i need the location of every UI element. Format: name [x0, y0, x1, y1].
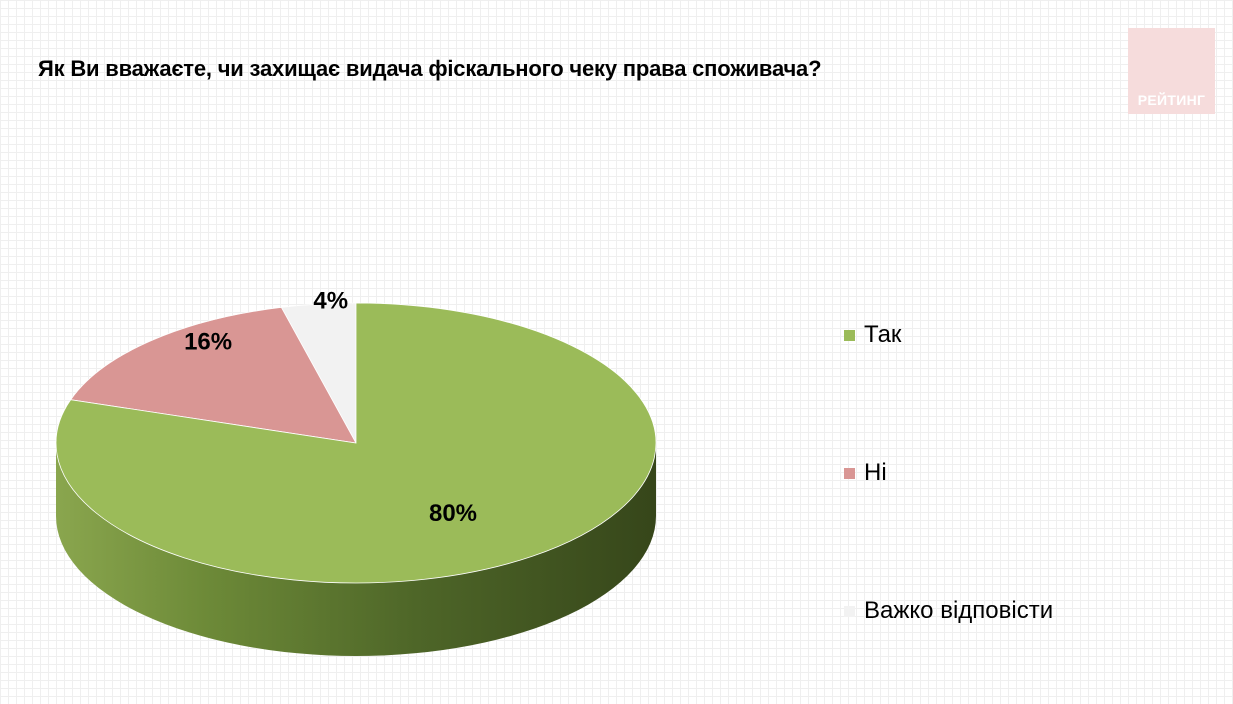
data-label-0: 80% — [429, 500, 477, 527]
pie-sides — [56, 443, 656, 656]
logo-text: РЕЙТИНГ — [1137, 92, 1206, 108]
pie-slice-0 — [55, 302, 657, 584]
legend-item-0: Так — [844, 321, 901, 349]
legend-swatch-1 — [844, 467, 855, 479]
legend-item-2: Важко відповісти — [844, 597, 1053, 625]
legend-swatch-0 — [844, 329, 855, 341]
pie-tops — [55, 302, 657, 584]
legend-label-1: Ні — [864, 459, 887, 486]
pie-slice-1 — [69, 306, 357, 444]
data-label-1: 16% — [184, 329, 232, 356]
legend-swatch-2 — [844, 605, 855, 617]
data-label-2: 4% — [313, 288, 348, 315]
pie-side-0 — [56, 443, 656, 656]
pie-labels: 4% 16% 80% — [184, 288, 477, 528]
chart-title: Як Ви вважаєте, чи захищає видача фіскал… — [38, 56, 822, 81]
legend-label-0: Так — [864, 321, 902, 348]
legend-label-2: Важко відповісти — [864, 597, 1054, 624]
legend-item-1: Ні — [844, 459, 887, 487]
rating-logo: РЕЙТИНГ — [1128, 28, 1215, 114]
